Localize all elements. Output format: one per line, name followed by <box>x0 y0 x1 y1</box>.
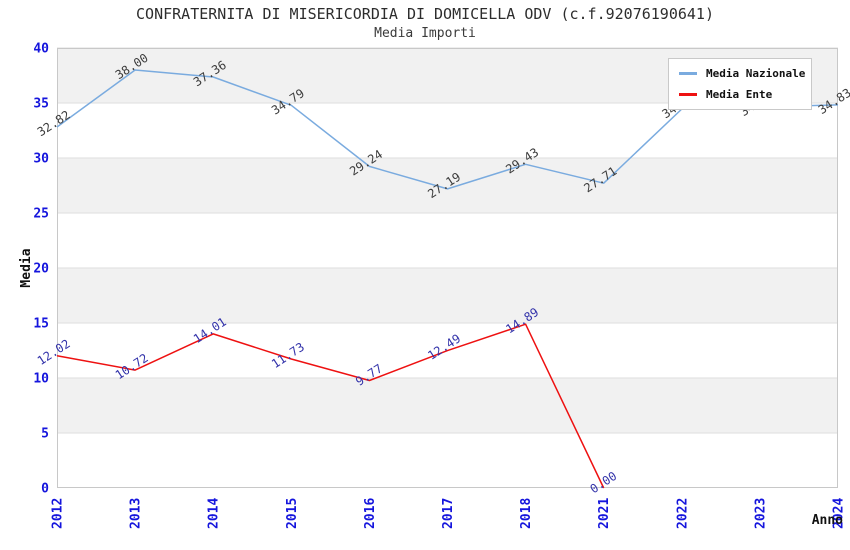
series-line-media-ente <box>56 323 605 489</box>
plot-border <box>57 48 838 488</box>
y-grid-band <box>57 267 838 324</box>
y-grid-band <box>57 377 838 434</box>
x-tick-label: 2022 <box>675 498 690 529</box>
y-tick-label: 0 <box>41 482 49 497</box>
x-tick-label: 2013 <box>129 498 144 529</box>
data-label: 11.73 <box>269 340 307 371</box>
x-tick-label: 2016 <box>363 498 378 529</box>
y-tick-label: 10 <box>33 372 49 387</box>
y-tick-label: 15 <box>33 317 49 332</box>
x-tick-label: 2024 <box>832 498 847 529</box>
x-tick-label: 2014 <box>207 498 222 529</box>
y-tick-label: 20 <box>33 262 49 277</box>
x-tick-label: 2018 <box>519 498 534 529</box>
legend-item: Media Nazionale <box>679 67 806 80</box>
y-grid-band <box>57 157 838 214</box>
legend-label: Media Ente <box>706 88 773 101</box>
legend-item: Media Ente <box>679 89 803 100</box>
data-label: 0.00 <box>587 469 619 496</box>
x-axis-title: Anno <box>812 513 843 528</box>
y-tick-label: 5 <box>41 427 49 442</box>
legend-swatch-icon <box>679 93 697 96</box>
x-tick-label: 2017 <box>441 498 456 529</box>
y-tick-label: 35 <box>33 97 49 112</box>
legend: Media Nazionale Media Ente <box>668 58 812 110</box>
y-tick-label: 30 <box>33 152 49 167</box>
y-tick-label: 25 <box>33 207 49 222</box>
x-tick-label: 2021 <box>597 498 612 529</box>
data-label: 12.02 <box>35 337 73 368</box>
y-axis-title: Media <box>19 248 34 287</box>
chart-subtitle: Media Importi <box>374 26 476 41</box>
x-tick-label: 2023 <box>753 498 768 529</box>
chart-title: CONFRATERNITA DI MISERICORDIA DI DOMICEL… <box>136 5 714 23</box>
x-tick-label: 2012 <box>51 498 66 529</box>
legend-swatch-icon <box>679 72 697 75</box>
x-tick-label: 2015 <box>285 498 300 529</box>
legend-label: Media Nazionale <box>706 67 806 80</box>
data-label: 32.82 <box>35 108 73 139</box>
y-tick-label: 40 <box>33 42 49 57</box>
